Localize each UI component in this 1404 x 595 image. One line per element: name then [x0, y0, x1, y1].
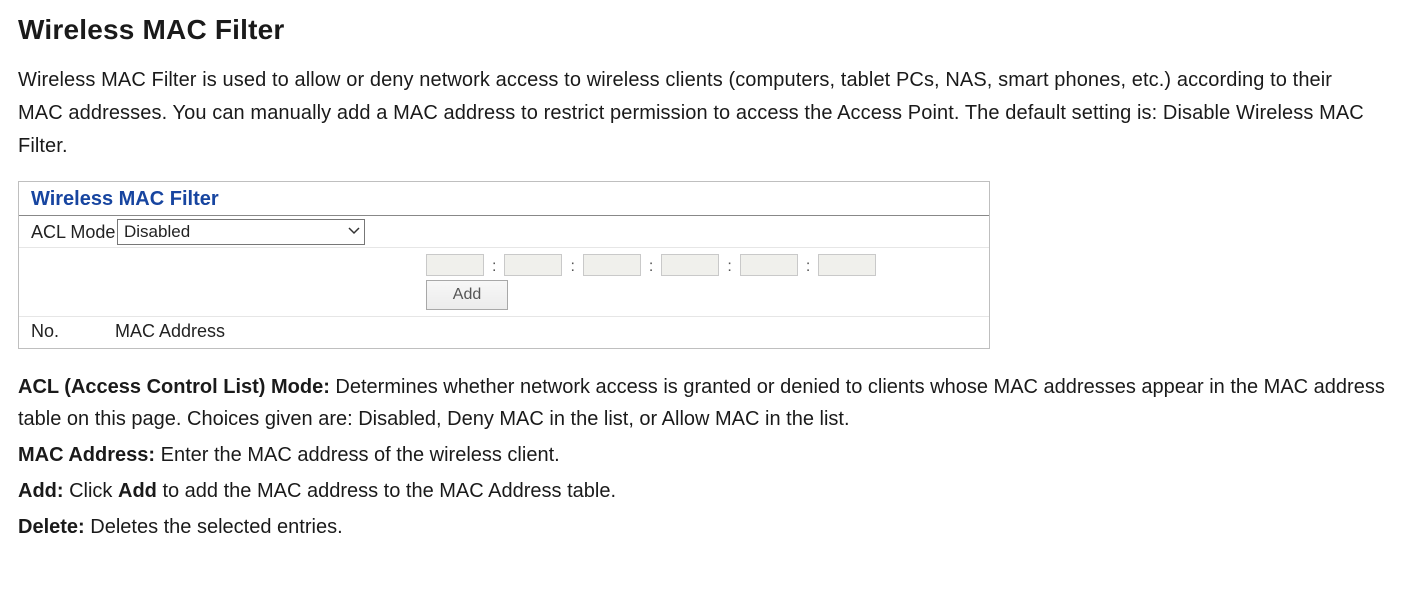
column-no-header: No. [31, 321, 115, 342]
def-mac-text: Enter the MAC address of the wireless cl… [155, 444, 560, 466]
mac-octet-2[interactable] [504, 254, 562, 276]
mac-colon: : [484, 258, 504, 276]
acl-mode-select-wrap: Disabled [117, 219, 365, 245]
mac-table-header: No. MAC Address [19, 317, 989, 348]
def-mac-address: MAC Address: Enter the MAC address of th… [18, 439, 1386, 471]
def-add-label: Add: [18, 480, 64, 502]
def-delete-label: Delete: [18, 516, 85, 538]
intro-paragraph: Wireless MAC Filter is used to allow or … [18, 64, 1378, 163]
def-acl-label: ACL (Access Control List) Mode: [18, 376, 330, 398]
mac-input-row: : : : : : [19, 248, 989, 280]
mac-colon: : [719, 258, 739, 276]
def-mac-label: MAC Address: [18, 444, 155, 466]
def-acl-mode: ACL (Access Control List) Mode: Determin… [18, 371, 1386, 435]
mac-filter-panel: Wireless MAC Filter ACL Mode Disabled : … [18, 181, 990, 349]
def-add-bold: Add [118, 480, 157, 502]
add-button-row: Add [19, 280, 989, 317]
def-add-suffix: to add the MAC address to the MAC Addres… [157, 480, 616, 502]
acl-mode-row: ACL Mode Disabled [19, 216, 989, 248]
mac-octet-group: : : : : : [426, 254, 876, 276]
mac-octet-5[interactable] [740, 254, 798, 276]
acl-mode-selected-value: Disabled [124, 222, 190, 242]
page-title: Wireless MAC Filter [18, 14, 1386, 46]
acl-mode-select[interactable]: Disabled [117, 219, 365, 245]
acl-mode-label: ACL Mode [31, 222, 117, 243]
mac-octet-3[interactable] [583, 254, 641, 276]
column-mac-header: MAC Address [115, 321, 979, 342]
mac-colon: : [641, 258, 661, 276]
mac-octet-6[interactable] [818, 254, 876, 276]
mac-octet-1[interactable] [426, 254, 484, 276]
def-add-prefix: Click [64, 480, 118, 502]
mac-colon: : [798, 258, 818, 276]
panel-heading: Wireless MAC Filter [19, 182, 989, 213]
definitions-block: ACL (Access Control List) Mode: Determin… [18, 371, 1386, 543]
chevron-down-icon [344, 225, 360, 240]
add-button[interactable]: Add [426, 280, 508, 310]
def-delete-text: Deletes the selected entries. [85, 516, 343, 538]
page-root: Wireless MAC Filter Wireless MAC Filter … [0, 0, 1404, 567]
def-delete: Delete: Deletes the selected entries. [18, 511, 1386, 543]
mac-octet-4[interactable] [661, 254, 719, 276]
mac-colon: : [562, 258, 582, 276]
def-add: Add: Click Add to add the MAC address to… [18, 475, 1386, 507]
